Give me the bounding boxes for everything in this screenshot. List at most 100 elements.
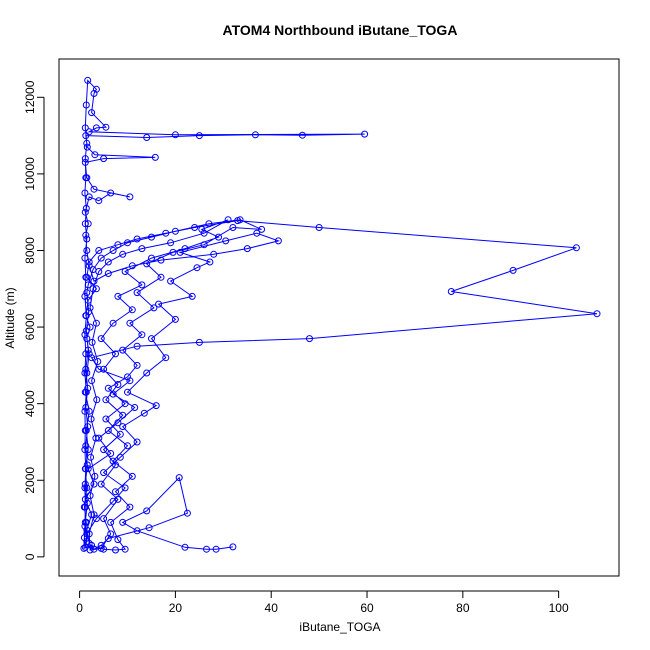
data-point: [81, 331, 89, 339]
data-point: [82, 204, 90, 212]
data-point: [85, 350, 93, 358]
data-point: [88, 541, 96, 549]
data-point: [109, 457, 117, 465]
data-point: [81, 155, 89, 163]
data-point: [171, 315, 179, 323]
data-point: [92, 319, 100, 327]
data-point: [90, 511, 98, 519]
data-point: [81, 158, 89, 166]
data-point: [81, 484, 89, 492]
data-point: [181, 543, 189, 551]
data-point: [82, 404, 90, 411]
data-point: [82, 273, 90, 281]
data-point: [152, 402, 160, 410]
data-point: [91, 472, 99, 480]
data-point: [84, 423, 92, 431]
data-point: [97, 335, 105, 343]
data-point: [128, 262, 136, 270]
x-tick-label: 0: [76, 601, 83, 615]
data-point: [88, 511, 96, 519]
data-point: [97, 480, 105, 488]
data-point: [90, 277, 98, 285]
data-point: [90, 480, 98, 488]
data-point: [572, 244, 580, 252]
data-point: [87, 453, 95, 461]
x-tick-label: 100: [549, 601, 569, 615]
series-layer: [80, 76, 601, 554]
data-point: [315, 224, 323, 231]
data-point: [114, 495, 122, 503]
data-point: [82, 312, 90, 320]
data-point: [83, 461, 91, 469]
data-point: [87, 415, 95, 423]
data-point: [212, 545, 220, 553]
data-point: [85, 193, 93, 201]
data-point: [126, 377, 134, 385]
data-point: [88, 354, 96, 362]
data-point: [162, 229, 170, 237]
data-point: [85, 530, 93, 538]
data-point: [188, 292, 196, 300]
data-point: [148, 254, 155, 262]
data-point: [81, 124, 89, 132]
data-point: [82, 388, 90, 396]
data-point: [89, 266, 97, 274]
data-point: [114, 536, 122, 544]
data-point: [183, 509, 191, 517]
data-point: [104, 258, 112, 266]
data-point: [191, 224, 199, 231]
data-point: [95, 434, 103, 442]
data-point: [82, 327, 90, 335]
data-point: [107, 450, 115, 457]
data-point: [121, 484, 129, 492]
data-point: [97, 541, 105, 549]
data-point: [85, 258, 93, 266]
data-point: [133, 289, 141, 297]
data-point: [80, 534, 88, 542]
data-point: [100, 469, 108, 477]
data-point: [83, 530, 91, 538]
data-point: [81, 522, 89, 530]
data-point: [133, 438, 141, 446]
data-point: [88, 109, 96, 117]
data-point: [95, 197, 103, 205]
data-point: [83, 369, 91, 377]
data-point: [133, 342, 141, 350]
x-tick-label: 80: [456, 601, 470, 615]
data-point: [138, 245, 146, 253]
data-point: [229, 543, 237, 551]
y-tick-label: 8000: [23, 237, 37, 264]
y-tick-label: 4000: [23, 390, 37, 417]
data-point: [133, 361, 141, 369]
y-tick-label: 10000: [23, 157, 37, 191]
data-point: [97, 544, 105, 552]
data-point: [92, 434, 100, 442]
data-point: [112, 350, 119, 358]
data-point: [83, 143, 91, 151]
data-point: [84, 346, 92, 354]
data-point: [167, 277, 175, 285]
data-point: [210, 250, 218, 258]
data-point: [91, 151, 99, 159]
data-point: [81, 208, 89, 216]
data-point: [81, 503, 89, 511]
data-point: [114, 419, 122, 427]
data-point: [107, 518, 115, 526]
data-point: [95, 247, 103, 254]
data-point: [253, 229, 261, 237]
data-point: [151, 153, 159, 161]
data-point: [93, 396, 101, 404]
data-point: [80, 544, 88, 552]
data-point: [90, 545, 98, 553]
data-point: [81, 369, 89, 377]
x-tick-label: 40: [265, 601, 279, 615]
data-point: [114, 241, 122, 249]
data-point: [114, 381, 122, 388]
data-point: [143, 507, 151, 515]
axis-layer: 0 20 40 60 80 100 0 2000 4000 6000 8000 10000 12000: [23, 80, 569, 615]
data-point: [205, 220, 213, 228]
data-point: [148, 335, 155, 343]
data-point: [593, 310, 601, 318]
data-point: [81, 480, 89, 488]
